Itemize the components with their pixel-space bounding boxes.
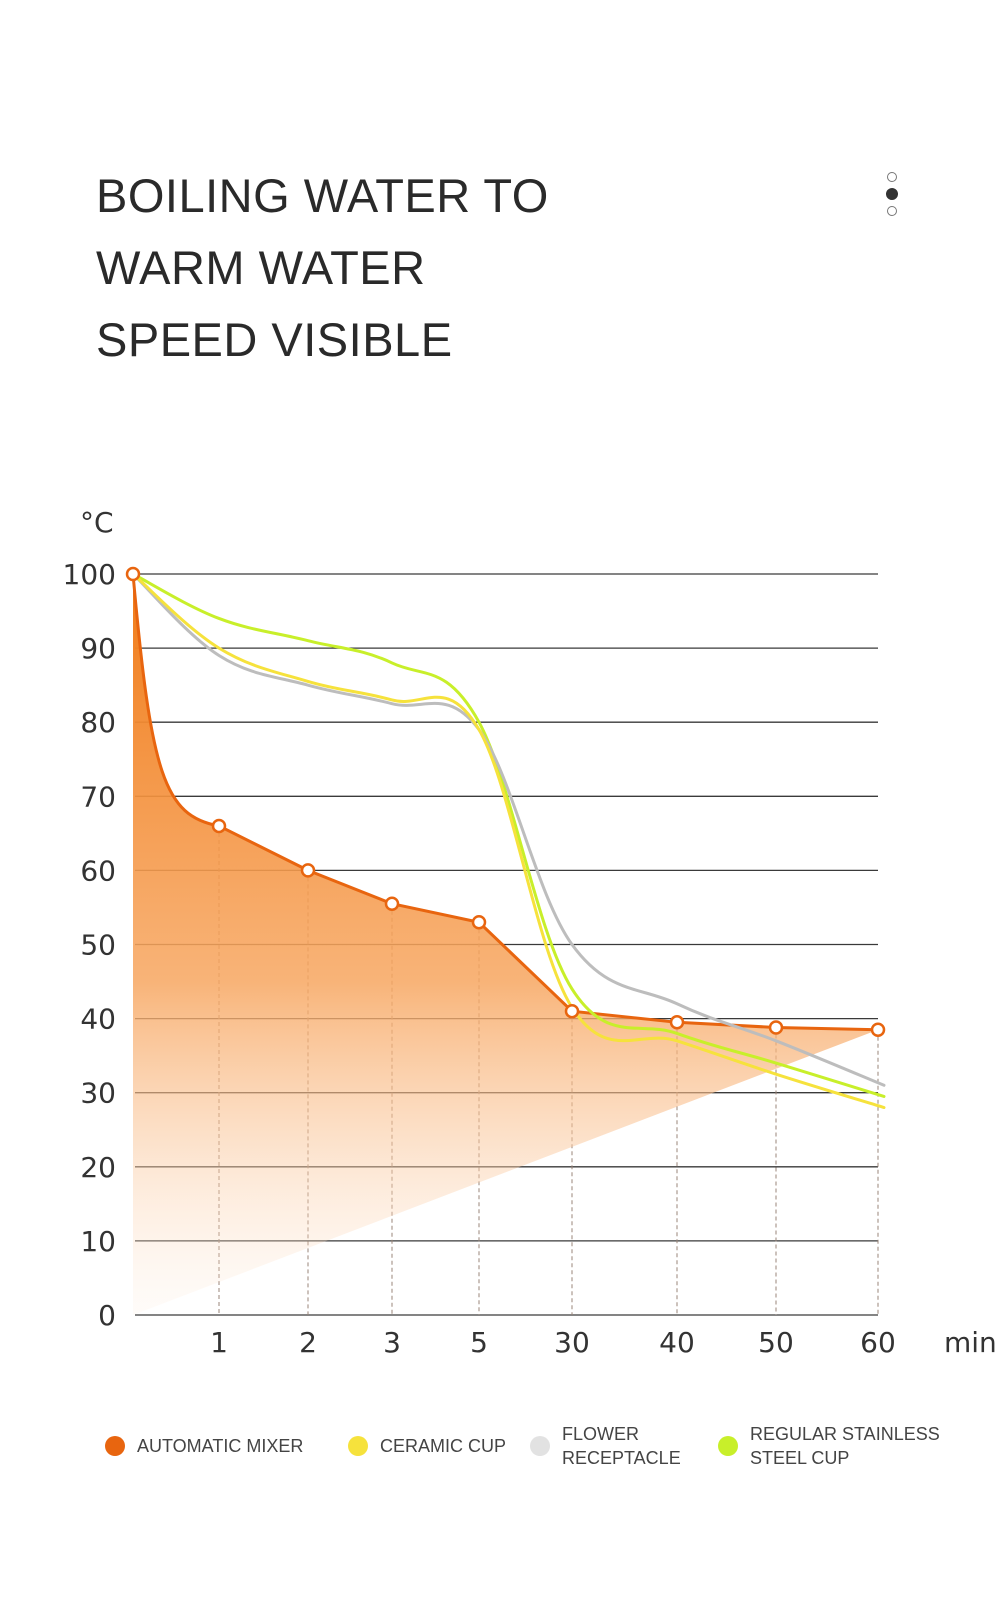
data-point <box>125 566 141 582</box>
legend-item: AUTOMATIC MIXER <box>105 1434 347 1458</box>
area-automatic-mixer <box>133 574 878 1315</box>
x-tick-label: 2 <box>299 1326 317 1359</box>
y-tick-label: 80 <box>80 706 116 739</box>
page-indicator <box>884 172 900 222</box>
y-tick-label: 40 <box>80 1003 116 1036</box>
x-tick-label: 5 <box>470 1326 488 1359</box>
data-point <box>471 915 487 930</box>
legend-swatch <box>348 1436 368 1456</box>
legend-item: CERAMIC CUP <box>348 1434 590 1458</box>
page-title: BOILING WATER TO WARM WATER SPEED VISIBL… <box>96 160 549 376</box>
y-tick-label: 50 <box>80 929 116 962</box>
line-ceramic-cup <box>131 572 886 1110</box>
data-point <box>669 1015 685 1030</box>
title-line: BOILING WATER TO <box>96 169 549 222</box>
page-dot[interactable] <box>887 172 897 182</box>
legend-swatch <box>530 1436 550 1456</box>
legend-label: REGULAR STAINLESS STEEL CUP <box>750 1424 940 1468</box>
x-axis-unit: min <box>944 1326 997 1359</box>
data-point <box>870 1022 886 1037</box>
line-flower-receptacle <box>131 572 886 1087</box>
chart-legend: AUTOMATIC MIXER CERAMIC CUP FLOWER RECEP… <box>0 1424 1000 1500</box>
legend-label: FLOWER RECEPTACLE <box>562 1424 681 1468</box>
legend-label: AUTOMATIC MIXER <box>137 1436 304 1456</box>
y-tick-label: 30 <box>80 1077 116 1110</box>
data-point <box>564 1003 580 1019</box>
legend-swatch <box>718 1436 738 1456</box>
data-point <box>384 896 400 911</box>
line-stainless-steel-cup <box>131 572 886 1098</box>
y-axis-unit: °C <box>80 506 114 539</box>
y-tick-label: 100 <box>63 558 116 591</box>
temperature-chart: °C 0 10 20 30 40 50 60 70 80 90 100 1 2 3 5 30 40 50 60 m… <box>63 506 997 1359</box>
y-tick-label: 90 <box>80 632 116 665</box>
data-point <box>211 818 227 834</box>
x-tick-label: 60 <box>860 1326 896 1359</box>
page-dot-active[interactable] <box>886 188 898 200</box>
y-tick-label: 0 <box>98 1299 116 1332</box>
title-line: SPEED VISIBLE <box>96 313 453 366</box>
line-automatic-mixer <box>131 573 879 1032</box>
legend-swatch <box>105 1436 125 1456</box>
title-line: WARM WATER <box>96 241 426 294</box>
y-tick-label: 10 <box>80 1225 116 1258</box>
data-point <box>300 863 316 878</box>
y-tick-label: 20 <box>80 1151 116 1184</box>
page-dot[interactable] <box>887 206 897 216</box>
x-tick-label: 40 <box>659 1326 695 1359</box>
legend-item: REGULAR STAINLESS STEEL CUP <box>718 1422 950 1470</box>
x-tick-label: 50 <box>758 1326 794 1359</box>
x-tick-label: 1 <box>210 1326 228 1359</box>
data-point <box>768 1020 784 1035</box>
y-tick-label: 70 <box>80 780 116 813</box>
y-tick-label: 60 <box>80 854 116 887</box>
x-tick-label: 3 <box>383 1326 401 1359</box>
legend-item: FLOWER RECEPTACLE <box>530 1422 692 1470</box>
x-tick-label: 30 <box>554 1326 590 1359</box>
legend-label: CERAMIC CUP <box>380 1436 507 1456</box>
